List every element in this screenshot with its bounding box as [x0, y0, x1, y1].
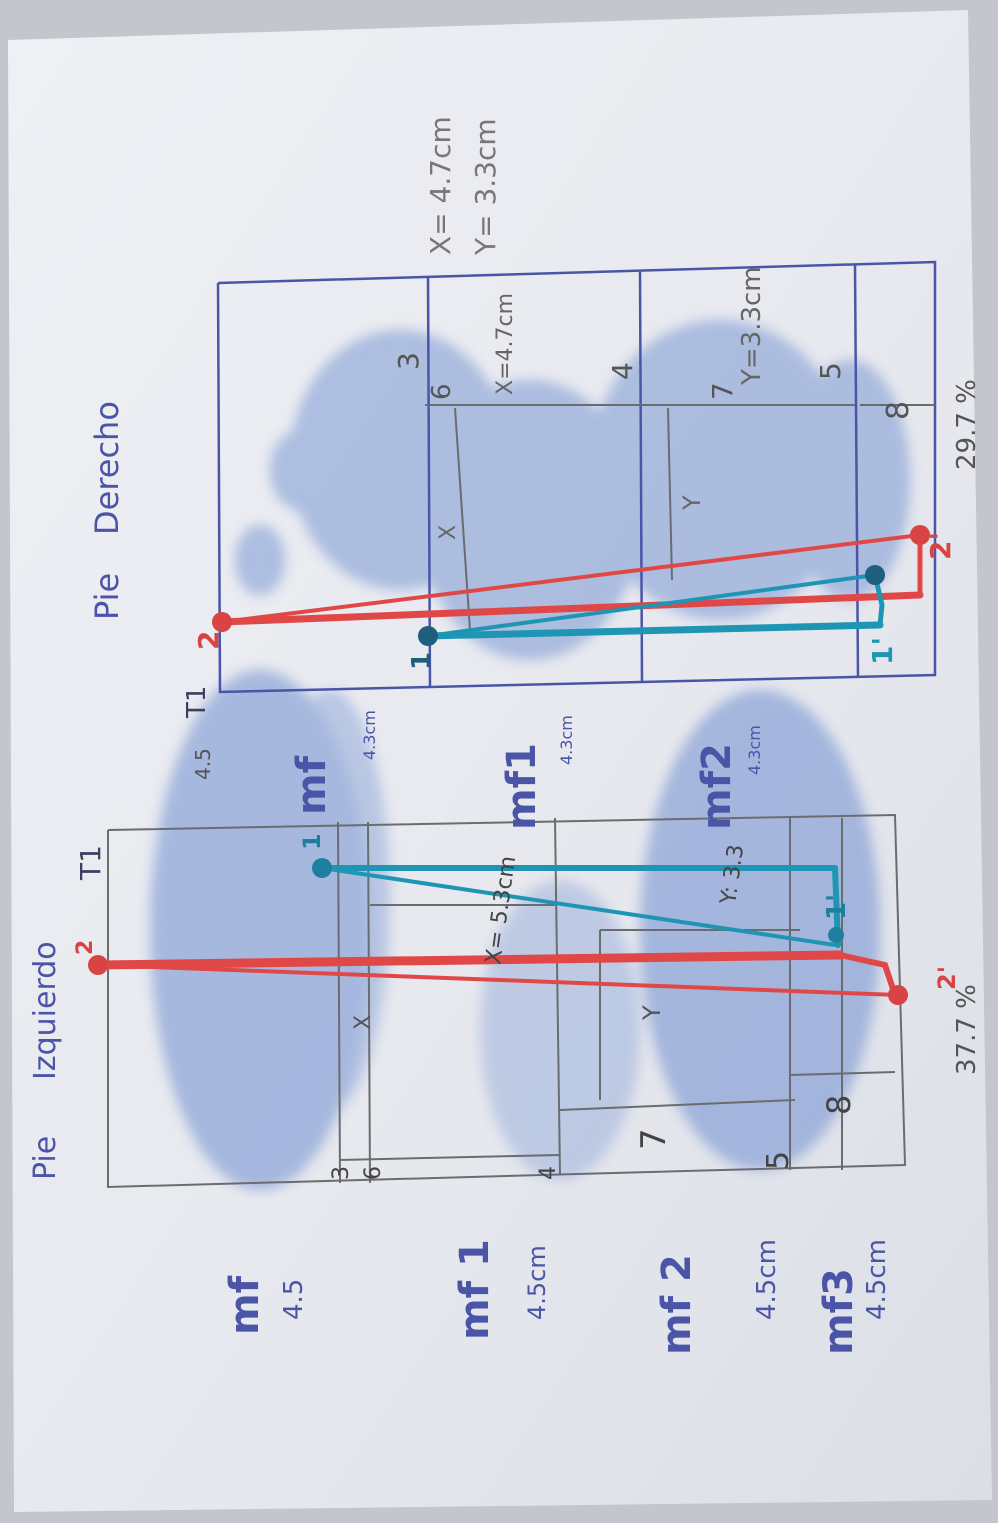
right-point-1prime-label: 1' — [866, 637, 899, 665]
right-mf-value: 4.3cm — [360, 710, 379, 760]
right-point-2prime — [910, 525, 930, 545]
right-t1: T1 — [182, 686, 212, 719]
left-mf2: mf 2 — [654, 1254, 700, 1355]
left-mf1-value: 4.5cm — [523, 1245, 551, 1320]
left-t1: T1 — [74, 845, 107, 881]
right-teal-lines — [424, 572, 885, 640]
right-grid-num-6: 6 — [427, 383, 457, 400]
left-red-lines — [95, 950, 900, 998]
right-point-2-label: 2 — [192, 631, 225, 650]
left-title-side: Izquierdo — [28, 941, 63, 1080]
top-value: 4.5 — [191, 748, 215, 780]
left-grid-num-4: 4 — [536, 1166, 561, 1180]
right-grid-num-8: 8 — [881, 401, 916, 420]
left-y-letter: Y — [638, 1005, 666, 1021]
left-point-2prime-label: 2' — [933, 966, 961, 990]
right-point-2prime-label: 2' — [924, 532, 957, 560]
left-point-1 — [312, 858, 332, 878]
right-x-top: X= 4.7cm — [424, 116, 457, 255]
left-mf2-value: 4.5cm — [752, 1239, 782, 1320]
right-x-letter: X — [436, 525, 461, 540]
left-mf3-value: 4.5cm — [862, 1239, 892, 1320]
left-grid-num-7: 7 — [634, 1128, 674, 1150]
right-grid-num-7: 7 — [706, 382, 739, 400]
left-grid-num-8: 8 — [820, 1095, 858, 1115]
left-percent: 37.7 % — [952, 984, 982, 1075]
left-points — [88, 858, 908, 1005]
right-mf2-value: 4.3cm — [745, 725, 764, 775]
right-y-letter: Y — [678, 495, 706, 511]
right-mf2: mf2 — [694, 743, 740, 830]
left-point-1-label: 1 — [298, 833, 326, 850]
left-point-2 — [88, 955, 108, 975]
left-grid-num-6: 6 — [361, 1166, 386, 1180]
right-title-side: Derecho — [88, 401, 126, 535]
right-mf1: mf1 — [499, 743, 545, 830]
left-point-2prime — [888, 985, 908, 1005]
left-mf-value: 4.5 — [279, 1279, 309, 1320]
right-title-pie: Pie — [88, 573, 126, 620]
right-x-mid: X=4.7cm — [493, 293, 518, 395]
left-mf1: mf 1 — [452, 1239, 498, 1340]
right-point-1-label: 1 — [407, 652, 437, 670]
right-y-top: Y= 3.3cm — [469, 118, 502, 256]
left-title-pie: Pie — [28, 1136, 63, 1180]
right-y-mid: Y=3.3cm — [737, 266, 767, 386]
left-x-letter: X — [351, 1015, 376, 1030]
left-point-1prime-label: 1' — [822, 894, 852, 920]
right-points — [212, 525, 930, 646]
right-mf1-value: 4.3cm — [557, 715, 576, 765]
left-mf3: mf3 — [816, 1268, 862, 1355]
right-grid-num-3: 3 — [392, 352, 425, 370]
left-mf: mf — [222, 1275, 268, 1335]
right-grid-num-5: 5 — [814, 362, 847, 380]
left-grid-num-5: 5 — [761, 1151, 796, 1170]
left-point-1prime — [828, 927, 844, 943]
right-grid — [216, 260, 937, 694]
left-grid-num-3: 3 — [329, 1166, 354, 1180]
left-point-2-label: 2 — [73, 940, 98, 955]
right-point-2 — [212, 612, 232, 632]
right-point-1prime — [865, 565, 885, 585]
right-grid-num-4: 4 — [606, 362, 639, 380]
right-mf: mf — [289, 755, 335, 815]
right-point-1 — [418, 626, 438, 646]
right-percent: 29.7 % — [952, 379, 982, 470]
